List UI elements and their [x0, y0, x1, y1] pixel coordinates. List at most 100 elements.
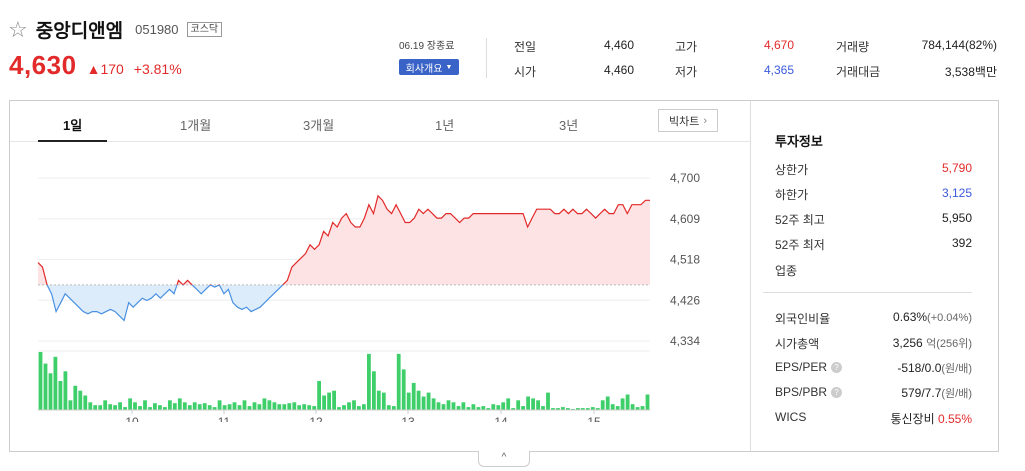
volume-bar [635, 407, 640, 410]
favorite-star-icon[interactable]: ☆ [8, 16, 28, 42]
volume-bar [182, 402, 187, 410]
up-area [38, 195, 650, 285]
caret-down-icon: ▼ [445, 63, 453, 71]
tab-1year[interactable]: 1년 [435, 118, 455, 133]
low52-label: 52주 최저 [775, 238, 825, 252]
volume-bar [416, 390, 421, 410]
price-row: 4,630 ▲170 +3.81% [9, 50, 182, 81]
volume-bar [257, 404, 262, 410]
chevron-up-icon: ^ [501, 452, 507, 463]
foreign-ratio-change: (+0.04%) [927, 312, 972, 324]
volume-bar [381, 392, 386, 410]
volume-bar [566, 408, 570, 410]
volume-bar [58, 381, 63, 410]
volume-bar [242, 400, 247, 410]
x-tick-label: 14 [494, 415, 508, 422]
help-icon[interactable]: ? [831, 387, 843, 399]
volume-bar [342, 405, 346, 410]
volume-bar [456, 406, 461, 410]
upper-limit-label: 상한가 [775, 163, 809, 177]
volume-bar [376, 390, 381, 410]
volume-label: 거래량 [836, 40, 870, 54]
volume-bar [88, 402, 93, 410]
volume-bar [282, 404, 287, 410]
wics-value: 통신장비 0.55% [860, 410, 972, 427]
volume-bar [620, 398, 625, 410]
volume-bar [521, 406, 525, 410]
volume-bar [372, 371, 376, 410]
foreign-ratio: 0.63% [893, 310, 928, 324]
volume-bar [347, 402, 351, 410]
tab-1month[interactable]: 1개월 [180, 118, 212, 133]
volume-bar [436, 402, 441, 410]
volume-bar [451, 402, 456, 410]
volume-bar [531, 398, 535, 410]
volume-bars [38, 350, 650, 411]
volume-bar [93, 405, 98, 410]
volume-bar [267, 400, 272, 410]
eps-per: -518/0.0 [897, 361, 942, 375]
volume-bar [197, 404, 202, 410]
volume-bar [461, 402, 466, 410]
open-label: 시가 [514, 65, 537, 79]
wics-sector[interactable]: 통신장비 [890, 412, 935, 426]
volume-bar [98, 405, 103, 410]
volume-bar [297, 405, 302, 410]
volume-bar [466, 407, 471, 410]
change-percent: +3.81% [133, 61, 182, 77]
up-arrow-icon: ▲ [86, 61, 101, 77]
bps-pbr-unit: (원/배) [941, 388, 972, 400]
volume-bar [48, 373, 53, 410]
volume-bar [556, 408, 560, 410]
volume-bar [600, 400, 605, 410]
panel-divider [750, 101, 751, 451]
info-divider [763, 292, 972, 293]
volume-bar [202, 403, 207, 410]
volume-bar [252, 402, 257, 410]
bps-pbr: 579/7.7 [901, 386, 942, 400]
volume-bar [446, 400, 451, 410]
volume-bar [63, 371, 68, 410]
volume-bar [501, 402, 506, 410]
low-label: 저가 [675, 65, 698, 79]
volume-bar [595, 408, 600, 410]
volume-bar [585, 408, 590, 410]
volume-bar [362, 404, 366, 410]
volume-bar [645, 394, 650, 410]
upper-limit-value: 5,790 [941, 161, 972, 175]
collapse-toggle[interactable]: ^ [478, 451, 530, 467]
tab-1day[interactable]: 1일 [63, 118, 83, 133]
volume-bar [322, 395, 326, 410]
x-tick-label: 12 [309, 415, 323, 422]
y-tick-label: 4,426 [670, 293, 700, 307]
foreign-ratio-value: 0.63%(+0.04%) [860, 310, 972, 324]
help-icon[interactable]: ? [831, 362, 843, 374]
volume-bar [551, 408, 555, 410]
y-tick-label: 4,700 [670, 171, 700, 185]
volume-bar [168, 400, 172, 410]
high-value: 4,670 [763, 38, 794, 52]
volume-bar [576, 408, 580, 410]
tab-3month[interactable]: 3개월 [303, 118, 335, 133]
tab-3year[interactable]: 3년 [559, 118, 579, 133]
volume-bar [222, 405, 227, 410]
eps-per-value: -518/0.0(원/배) [860, 360, 972, 376]
volume-bar [118, 402, 122, 410]
big-chart-label: 빅차트 [668, 115, 700, 128]
volume-bar [486, 408, 491, 410]
volume-bar [133, 402, 137, 410]
company-overview-button[interactable]: 회사개요 ▼ [399, 59, 459, 75]
big-chart-button[interactable]: 빅차트 › [658, 109, 718, 132]
volume-bar [307, 405, 312, 410]
volume-bar [187, 405, 192, 410]
volume-bar [317, 381, 321, 410]
volume-bar [511, 408, 516, 410]
volume-bar [272, 402, 277, 410]
volume-bar [441, 404, 446, 410]
volume-bar [227, 404, 232, 410]
stock-code: 051980 [135, 22, 179, 37]
volume-bar [352, 400, 356, 410]
volume-bar [302, 404, 307, 410]
down-area [38, 284, 650, 321]
wics-label: WICS [775, 410, 807, 424]
